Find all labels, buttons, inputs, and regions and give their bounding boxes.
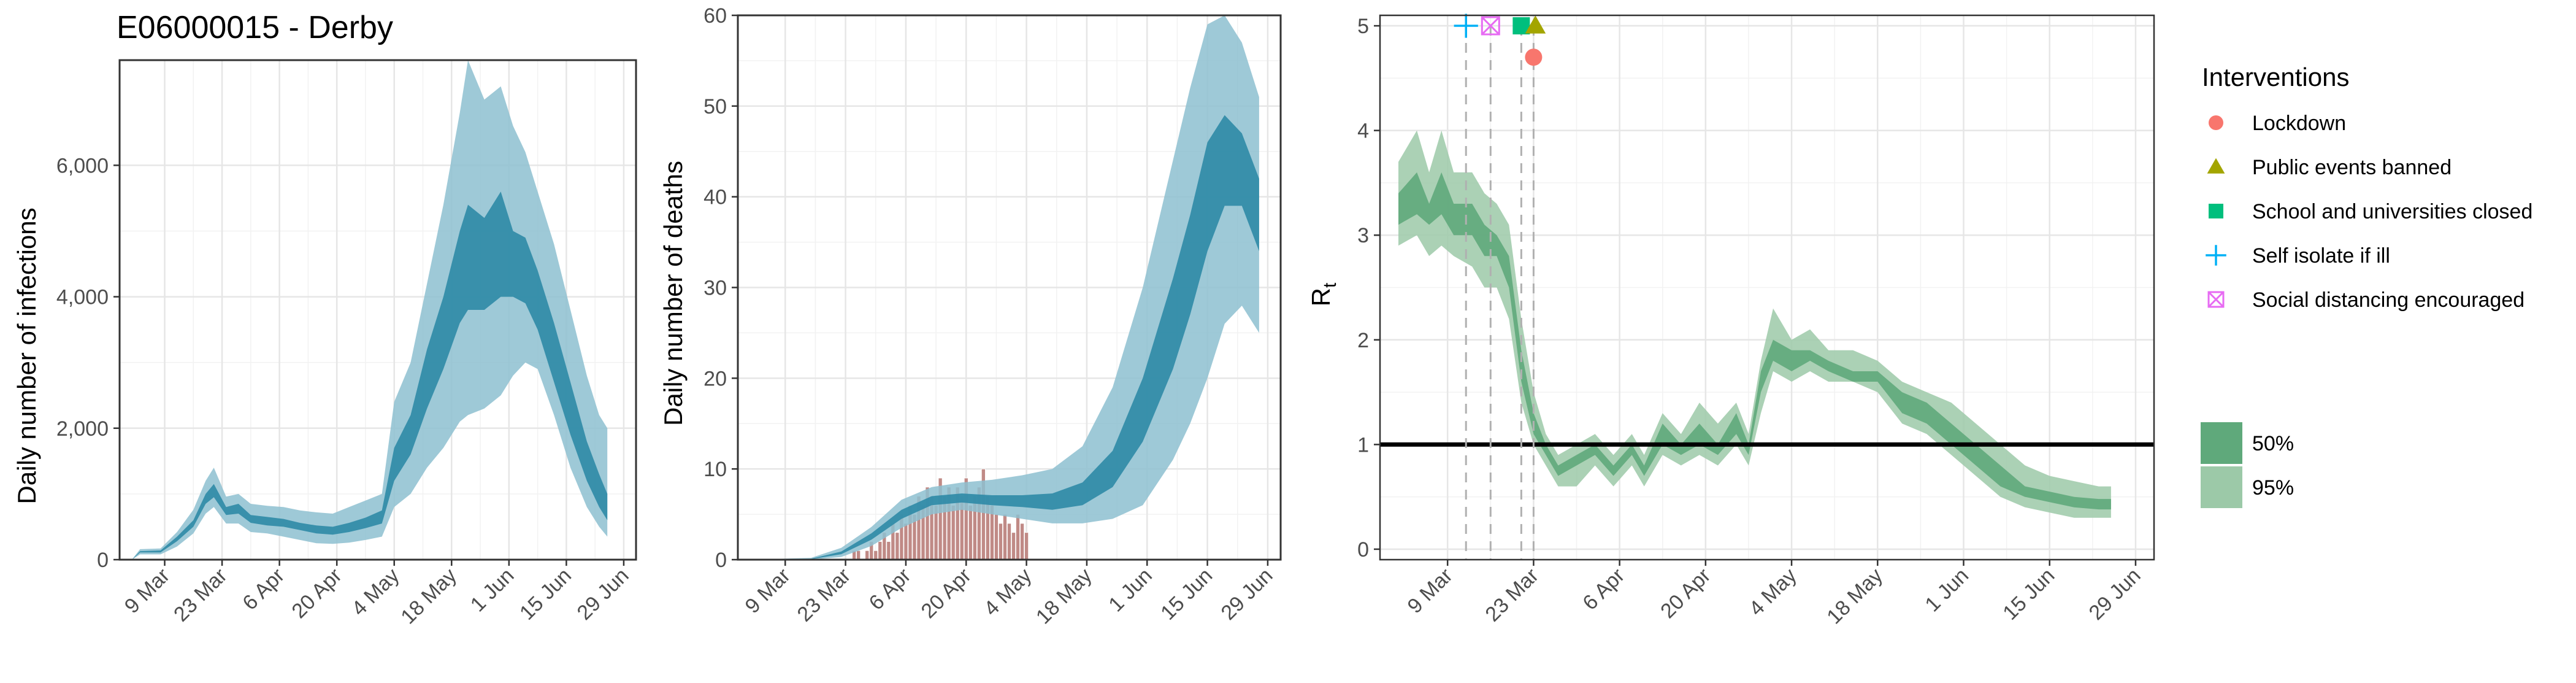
death-bar bbox=[865, 550, 870, 560]
y-tick-label: 60 bbox=[703, 4, 727, 28]
legend-interventions: Lockdown Public events banned School and u… bbox=[2206, 112, 2532, 312]
x-tick-label: 20 Apr bbox=[917, 564, 976, 623]
panel3-ylabel-main: R bbox=[1306, 288, 1335, 306]
death-bar bbox=[998, 523, 1003, 560]
ci50-band bbox=[132, 191, 608, 560]
x-tick-label: 18 May bbox=[1822, 564, 1887, 629]
x-tick-label: 6 Apr bbox=[1578, 564, 1629, 615]
x-tick-label: 1 Jun bbox=[1920, 564, 1973, 617]
x-tick-label: 4 May bbox=[979, 564, 1036, 620]
legend-band-swatch bbox=[2201, 466, 2242, 508]
x-tick-label: 1 Jun bbox=[466, 564, 519, 617]
y-tick-label: 50 bbox=[703, 95, 727, 118]
death-bar bbox=[1019, 523, 1025, 560]
x-tick-label: 18 May bbox=[1032, 564, 1097, 629]
x-tick-label: 20 Apr bbox=[287, 564, 346, 623]
y-tick-label: 4,000 bbox=[56, 286, 109, 309]
y-tick-label: 20 bbox=[703, 367, 727, 390]
death-bar bbox=[895, 532, 900, 560]
x-tick-label: 6 Apr bbox=[865, 564, 916, 615]
legend-marker bbox=[2207, 158, 2225, 174]
legend-band-label: 50% bbox=[2252, 432, 2294, 455]
legend: Interventions Lockdown Public events bann… bbox=[2201, 63, 2532, 508]
x-tick-label: 9 Mar bbox=[741, 564, 795, 618]
intervention-marker bbox=[1454, 14, 1478, 38]
y-tick-label: 1 bbox=[1357, 433, 1369, 457]
legend-label: Public events banned bbox=[2252, 156, 2451, 179]
death-bar bbox=[873, 550, 878, 560]
legend-marker bbox=[2209, 204, 2223, 218]
y-tick-label: 40 bbox=[703, 186, 727, 209]
x-tick-label: 4 May bbox=[1744, 564, 1801, 620]
y-tick-label: 5 bbox=[1357, 15, 1369, 38]
panel-border bbox=[118, 59, 637, 561]
x-tick-label: 6 Apr bbox=[238, 564, 289, 615]
y-tick-label: 0 bbox=[97, 549, 109, 572]
x-tick-label: 15 Jun bbox=[1156, 564, 1217, 625]
ci50-band bbox=[1398, 172, 2111, 510]
panel3-ylabel-sub: t bbox=[1320, 282, 1340, 288]
x-tick-label: 29 Jun bbox=[1217, 564, 1278, 625]
panel1-title: E06000015 - Derby bbox=[117, 10, 393, 45]
x-tick-label: 4 May bbox=[347, 564, 404, 620]
death-bar bbox=[903, 523, 908, 560]
y-tick-label: 2,000 bbox=[56, 417, 109, 441]
panel3-ylabel: Rt bbox=[1306, 282, 1340, 306]
death-bar bbox=[1011, 532, 1016, 560]
x-tick-label: 1 Jun bbox=[1104, 564, 1157, 617]
panel3-plot: 0 1 2 3 4 5 9 Mar 23 Mar 6 Apr 20 Apr 4 May 18 May 1… bbox=[1357, 14, 2155, 629]
intervention-marker bbox=[1525, 48, 1543, 66]
x-tick-label: 23 Mar bbox=[1481, 564, 1543, 627]
death-bar bbox=[951, 504, 956, 560]
y-tick-label: 0 bbox=[1357, 538, 1369, 561]
y-tick-label: 3 bbox=[1357, 224, 1369, 247]
legend-label: Lockdown bbox=[2252, 112, 2346, 135]
legend-label: Social distancing encouraged bbox=[2252, 288, 2524, 312]
legend-marker bbox=[2206, 245, 2226, 266]
legend-label: Self isolate if ill bbox=[2252, 244, 2390, 268]
panel-border bbox=[1379, 14, 2155, 561]
x-tick-label: 23 Mar bbox=[793, 564, 856, 627]
y-tick-label: 2 bbox=[1357, 329, 1369, 352]
panel2-ylabel: Daily number of deaths bbox=[659, 161, 688, 426]
ci95-band bbox=[132, 60, 608, 560]
y-tick-label: 30 bbox=[703, 277, 727, 300]
death-bar bbox=[886, 541, 891, 560]
x-tick-label: 23 Mar bbox=[169, 564, 232, 627]
x-tick-label: 20 Apr bbox=[1656, 564, 1715, 623]
x-tick-label: 29 Jun bbox=[2085, 564, 2145, 625]
death-bar bbox=[856, 550, 861, 560]
panel1-ylabel: Daily number of infections bbox=[12, 207, 41, 504]
ci50-band bbox=[751, 115, 1259, 560]
x-tick-label: 15 Jun bbox=[515, 564, 576, 625]
x-tick-label: 18 May bbox=[396, 564, 461, 629]
legend-band-swatch bbox=[2201, 422, 2242, 464]
legend-band-label: 95% bbox=[2252, 476, 2294, 500]
death-bar bbox=[1002, 514, 1008, 560]
intervention-marker bbox=[1525, 15, 1546, 34]
x-tick-label: 29 Jun bbox=[573, 564, 634, 625]
legend-marker bbox=[2209, 115, 2223, 130]
intervention-marker bbox=[1481, 16, 1500, 36]
legend-interventions-title: Interventions bbox=[2202, 63, 2349, 91]
y-tick-label: 4 bbox=[1357, 120, 1369, 143]
death-bar bbox=[1024, 532, 1029, 560]
death-bar bbox=[1015, 514, 1021, 560]
y-tick-label: 0 bbox=[715, 549, 727, 572]
y-tick-label: 10 bbox=[703, 458, 727, 481]
legend-marker bbox=[2207, 291, 2225, 308]
y-tick-label: 6,000 bbox=[56, 154, 109, 177]
legend-label: School and universities closed bbox=[2252, 200, 2532, 223]
legend-bands: 50% 95% bbox=[2201, 422, 2294, 508]
death-bar bbox=[1006, 523, 1012, 560]
x-tick-label: 9 Mar bbox=[1403, 564, 1457, 618]
death-bar bbox=[994, 514, 999, 560]
death-bar bbox=[878, 541, 883, 560]
x-tick-label: 9 Mar bbox=[120, 564, 174, 618]
death-bar bbox=[968, 504, 973, 560]
x-tick-label: 15 Jun bbox=[1998, 564, 2059, 625]
